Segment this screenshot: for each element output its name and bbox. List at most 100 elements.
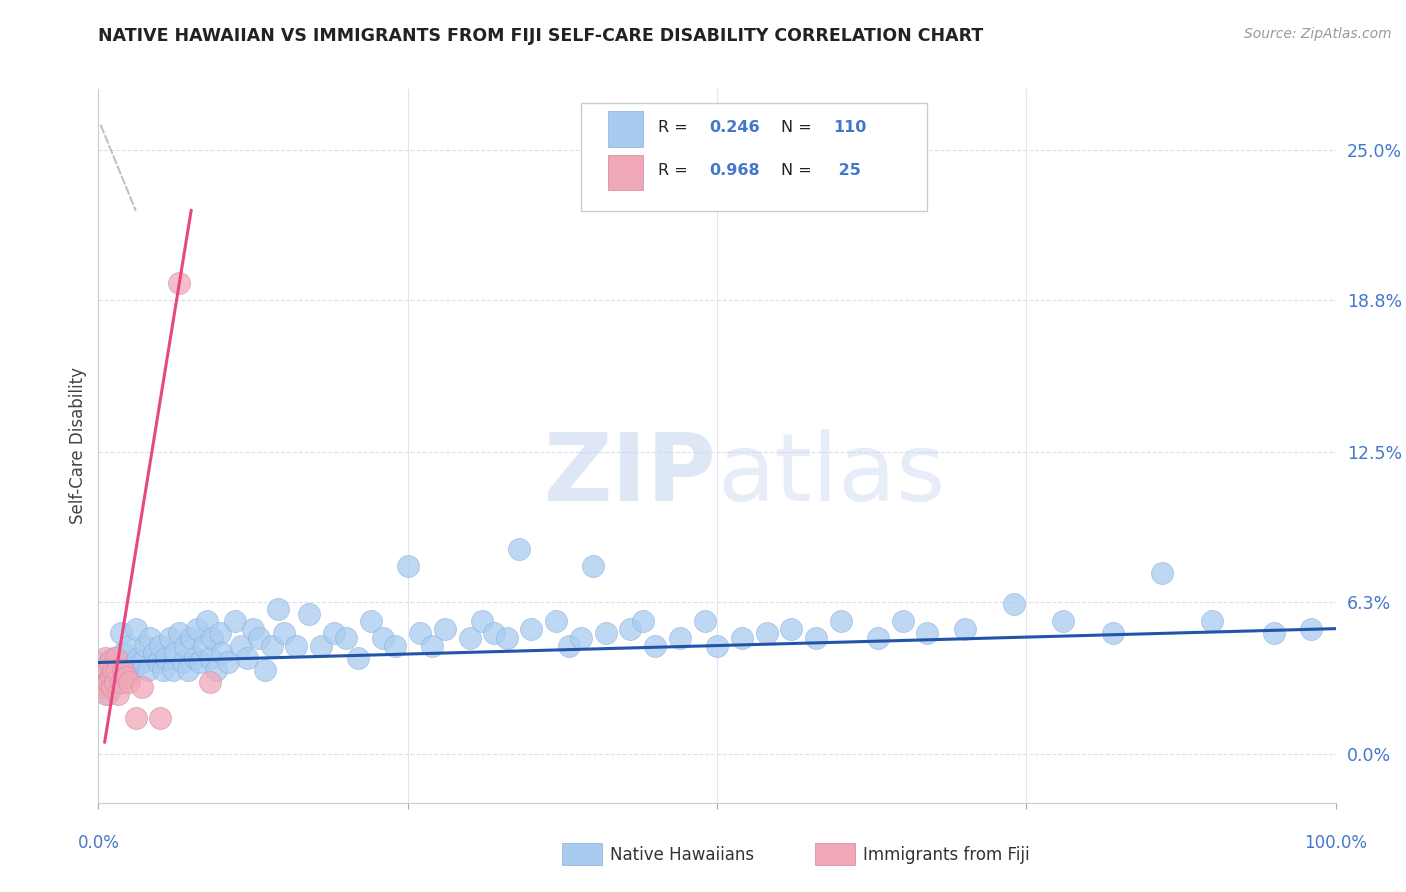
Point xyxy=(217,656,239,670)
Point xyxy=(124,622,146,636)
Point xyxy=(110,626,132,640)
Text: N =: N = xyxy=(782,163,817,178)
FancyBboxPatch shape xyxy=(609,154,643,190)
Point xyxy=(93,650,115,665)
Point xyxy=(149,639,172,653)
Point xyxy=(114,670,136,684)
Point xyxy=(285,639,308,653)
Point xyxy=(97,674,120,689)
Point xyxy=(1201,615,1223,629)
Point xyxy=(124,711,146,725)
Point xyxy=(139,632,162,646)
Point xyxy=(134,639,156,653)
FancyBboxPatch shape xyxy=(581,103,928,211)
Point xyxy=(91,680,114,694)
Point xyxy=(174,639,197,653)
FancyBboxPatch shape xyxy=(609,111,643,146)
Point xyxy=(205,663,228,677)
Point xyxy=(184,650,207,665)
Point xyxy=(644,639,666,653)
Text: R =: R = xyxy=(658,120,693,135)
Point xyxy=(211,646,233,660)
Text: Native Hawaiians: Native Hawaiians xyxy=(610,846,755,863)
Point xyxy=(107,687,129,701)
Point xyxy=(520,622,543,636)
Text: 0.0%: 0.0% xyxy=(77,834,120,852)
Point xyxy=(254,663,277,677)
Point xyxy=(484,626,506,640)
Point xyxy=(94,687,117,701)
Point xyxy=(198,674,221,689)
Point xyxy=(112,663,135,677)
Point xyxy=(298,607,321,621)
Point xyxy=(335,632,357,646)
Point xyxy=(201,632,224,646)
Text: 100.0%: 100.0% xyxy=(1305,834,1367,852)
Point xyxy=(96,663,118,677)
Point xyxy=(384,639,406,653)
Point xyxy=(97,687,120,701)
Point xyxy=(136,663,159,677)
Point xyxy=(891,615,914,629)
Point xyxy=(371,632,394,646)
Point xyxy=(103,650,125,665)
Point xyxy=(165,646,187,660)
Point xyxy=(273,626,295,640)
Point xyxy=(103,663,125,677)
Point xyxy=(162,663,184,677)
Point xyxy=(224,615,246,629)
Point xyxy=(152,663,174,677)
Point xyxy=(631,615,654,629)
Point xyxy=(755,626,778,640)
Point xyxy=(155,650,177,665)
Point xyxy=(90,663,112,677)
Point xyxy=(780,622,803,636)
Point xyxy=(89,674,111,689)
Point xyxy=(122,663,145,677)
Point xyxy=(804,632,827,646)
Point xyxy=(180,632,202,646)
Point xyxy=(1002,598,1025,612)
Point xyxy=(105,663,128,677)
Text: 0.968: 0.968 xyxy=(710,163,761,178)
Point xyxy=(495,632,517,646)
Point xyxy=(159,632,181,646)
Point xyxy=(433,622,456,636)
Point xyxy=(347,650,370,665)
Point xyxy=(619,622,641,636)
Point xyxy=(422,639,444,653)
Text: Source: ZipAtlas.com: Source: ZipAtlas.com xyxy=(1244,27,1392,41)
Text: 110: 110 xyxy=(834,120,866,135)
Point xyxy=(93,670,115,684)
Text: N =: N = xyxy=(782,120,817,135)
Point xyxy=(731,632,754,646)
Point xyxy=(1152,566,1174,580)
Point xyxy=(595,626,617,640)
Point xyxy=(669,632,692,646)
Point xyxy=(105,663,128,677)
Point xyxy=(143,646,166,660)
Point xyxy=(706,639,728,653)
Point xyxy=(582,558,605,573)
Point xyxy=(146,656,169,670)
Point xyxy=(127,650,149,665)
Point xyxy=(546,615,568,629)
Point xyxy=(100,670,122,684)
Point xyxy=(93,656,115,670)
Point xyxy=(260,639,283,653)
Point xyxy=(569,632,592,646)
Point xyxy=(198,650,221,665)
Point xyxy=(131,680,153,694)
Point xyxy=(118,674,141,689)
Text: 0.246: 0.246 xyxy=(710,120,761,135)
Point xyxy=(118,639,141,653)
Point xyxy=(110,674,132,689)
Y-axis label: Self-Care Disability: Self-Care Disability xyxy=(69,368,87,524)
Point xyxy=(186,622,208,636)
Point xyxy=(471,615,494,629)
Point xyxy=(557,639,579,653)
Point xyxy=(193,639,215,653)
Point xyxy=(953,622,976,636)
Point xyxy=(172,656,194,670)
Point xyxy=(188,656,211,670)
